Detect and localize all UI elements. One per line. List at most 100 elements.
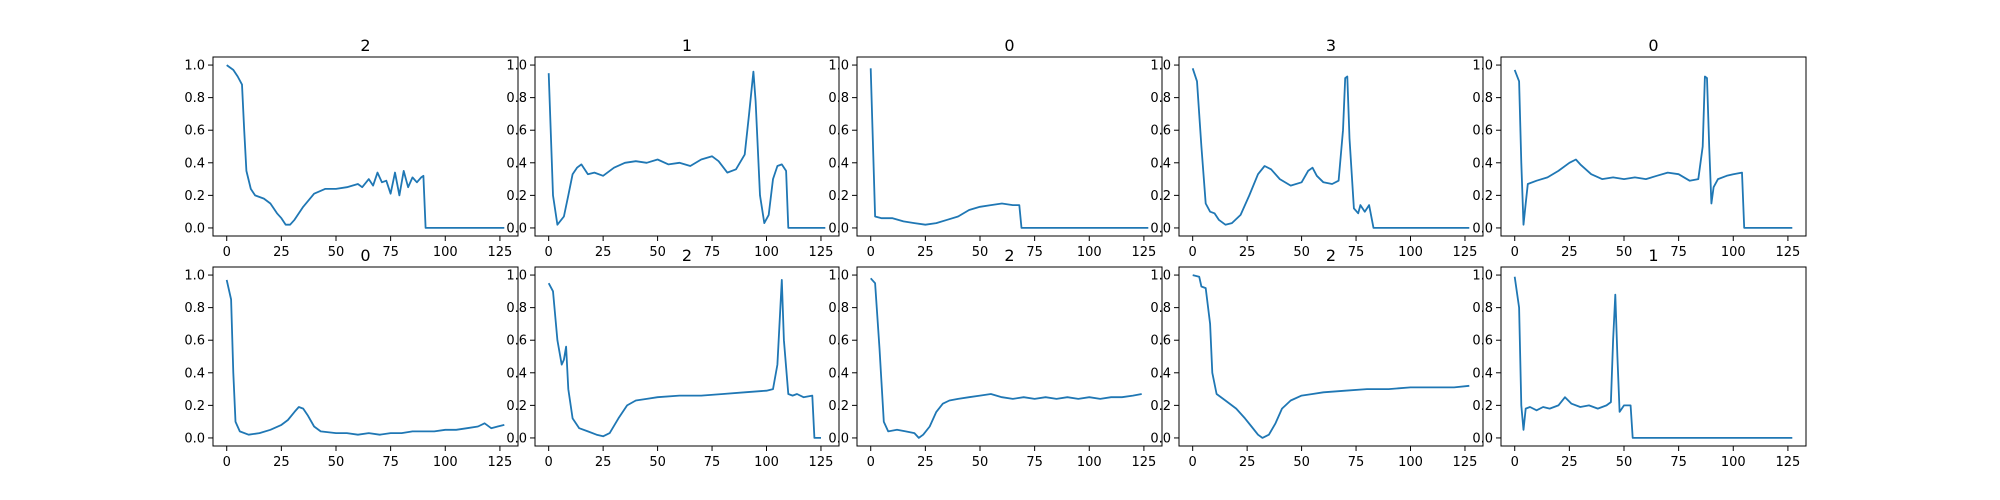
y-tick-label: 0.8	[184, 301, 205, 316]
y-tick-label: 1.0	[506, 269, 527, 284]
y-tick-label: 0.4	[1150, 366, 1171, 381]
subplot-4: 0 25 50 75 100 125 0.0 0.2 0.4 0.6 0.8 1.0 0	[1472, 36, 1807, 260]
x-tick-label: 50	[649, 245, 666, 260]
plot-frame	[534, 56, 840, 237]
subplot-title: 0	[1648, 36, 1658, 55]
x-tick-label: 0	[545, 455, 553, 470]
subplot-5: 0 25 50 75 100 125 0.0 0.2 0.4 0.6 0.8 1.0 0	[184, 246, 519, 470]
y-tick-label: 1.0	[828, 59, 849, 74]
y-tick-label: 1.0	[506, 59, 527, 74]
y-tick-label: 0.6	[184, 124, 205, 139]
subplot-7: 0 25 50 75 100 125 0.0 0.2 0.4 0.6 0.8 1.0 2	[828, 246, 1163, 470]
x-tick-label: 0	[1511, 455, 1519, 470]
y-tick-label: 0.4	[828, 156, 849, 171]
series-line	[1513, 69, 1793, 229]
y-tick-label: 0.0	[828, 221, 849, 236]
subplot-title: 0	[360, 246, 370, 265]
x-tick-label: 25	[917, 245, 934, 260]
plot-frame	[212, 266, 519, 447]
y-tick-label: 0.4	[506, 366, 527, 381]
x-tick-label: 75	[1670, 455, 1687, 470]
x-tick-label: 25	[917, 455, 934, 470]
x-tick-label: 75	[1026, 245, 1043, 260]
subplot-9: 0 25 50 75 100 125 0.0 0.2 0.4 0.6 0.8 1.0 1	[1472, 246, 1807, 470]
x-tick-label: 125	[1453, 245, 1478, 260]
plot-frame	[212, 56, 519, 237]
y-tick-label: 0.6	[1472, 124, 1493, 139]
series-line	[869, 68, 1149, 229]
x-tick-label: 50	[1616, 455, 1633, 470]
y-tick-label: 0.6	[828, 124, 849, 139]
y-tick-label: 0.6	[1150, 124, 1171, 139]
x-tick-label: 75	[382, 245, 399, 260]
y-tick-label: 0.2	[1150, 399, 1171, 414]
x-tick-label: 100	[754, 245, 779, 260]
y-tick-label: 0.0	[506, 431, 527, 446]
x-tick-label: 50	[328, 245, 345, 260]
subplot-title: 1	[1648, 246, 1658, 265]
x-tick-label: 0	[1511, 245, 1519, 260]
x-tick-label: 125	[487, 455, 512, 470]
x-tick-label: 100	[1077, 455, 1102, 470]
x-tick-label: 125	[1775, 455, 1800, 470]
y-tick-label: 0.4	[1472, 156, 1493, 171]
y-tick-label: 1.0	[1472, 269, 1493, 284]
x-tick-label: 50	[972, 245, 989, 260]
y-tick-label: 0.4	[506, 156, 527, 171]
y-tick-label: 0.6	[828, 334, 849, 349]
series-line	[1192, 274, 1470, 439]
subplot-0: 0 25 50 75 100 125 0.0 0.2 0.4 0.6 0.8 1.0 2	[184, 36, 519, 260]
x-tick-label: 50	[649, 455, 666, 470]
x-tick-label: 100	[1398, 455, 1423, 470]
subplot-title: 2	[1326, 246, 1336, 265]
x-tick-label: 125	[1775, 245, 1800, 260]
x-tick-label: 125	[1131, 455, 1156, 470]
series-line	[226, 64, 505, 229]
x-tick-label: 25	[1561, 245, 1578, 260]
y-tick-label: 0.8	[828, 301, 849, 316]
x-tick-label: 100	[433, 245, 458, 260]
y-tick-label: 1.0	[184, 59, 205, 74]
y-tick-label: 0.6	[1150, 334, 1171, 349]
subplot-title: 2	[682, 246, 692, 265]
y-tick-label: 0.8	[1150, 301, 1171, 316]
y-tick-label: 0.0	[184, 431, 205, 446]
x-tick-label: 50	[1293, 245, 1310, 260]
y-tick-label: 0.0	[1472, 431, 1493, 446]
subplot-2: 0 25 50 75 100 125 0.0 0.2 0.4 0.6 0.8 1.0 0	[828, 36, 1163, 260]
x-tick-label: 125	[487, 245, 512, 260]
y-tick-label: 0.0	[506, 221, 527, 236]
x-tick-label: 125	[1131, 245, 1156, 260]
y-tick-label: 1.0	[1472, 59, 1493, 74]
y-tick-label: 0.6	[1472, 334, 1493, 349]
y-tick-label: 0.4	[184, 366, 205, 381]
subplot-title: 2	[360, 36, 370, 55]
x-tick-label: 25	[1239, 455, 1256, 470]
x-tick-label: 50	[328, 455, 345, 470]
subplot-title: 3	[1326, 36, 1336, 55]
y-tick-label: 0.2	[828, 399, 849, 414]
y-tick-label: 0.0	[1150, 431, 1171, 446]
series-line	[225, 279, 505, 436]
series-line	[1191, 68, 1470, 229]
plot-frame	[856, 56, 1163, 237]
y-tick-label: 0.2	[1472, 189, 1493, 204]
x-tick-label: 25	[595, 245, 612, 260]
x-tick-label: 75	[1670, 245, 1687, 260]
x-tick-label: 75	[704, 455, 721, 470]
x-tick-label: 0	[223, 245, 231, 260]
x-tick-label: 100	[1721, 455, 1746, 470]
y-tick-label: 0.2	[184, 189, 205, 204]
y-tick-label: 0.0	[1472, 221, 1493, 236]
x-tick-label: 100	[754, 455, 779, 470]
y-tick-label: 1.0	[1150, 269, 1171, 284]
subplot-title: 1	[682, 36, 692, 55]
subplot-6: 0 25 50 75 100 125 0.0 0.2 0.4 0.6 0.8 1.0 2	[506, 246, 840, 470]
y-tick-label: 0.2	[506, 399, 527, 414]
series-line	[870, 277, 1142, 439]
y-tick-label: 1.0	[828, 269, 849, 284]
x-tick-label: 25	[273, 455, 290, 470]
x-tick-label: 25	[273, 245, 290, 260]
x-tick-label: 75	[1026, 455, 1043, 470]
